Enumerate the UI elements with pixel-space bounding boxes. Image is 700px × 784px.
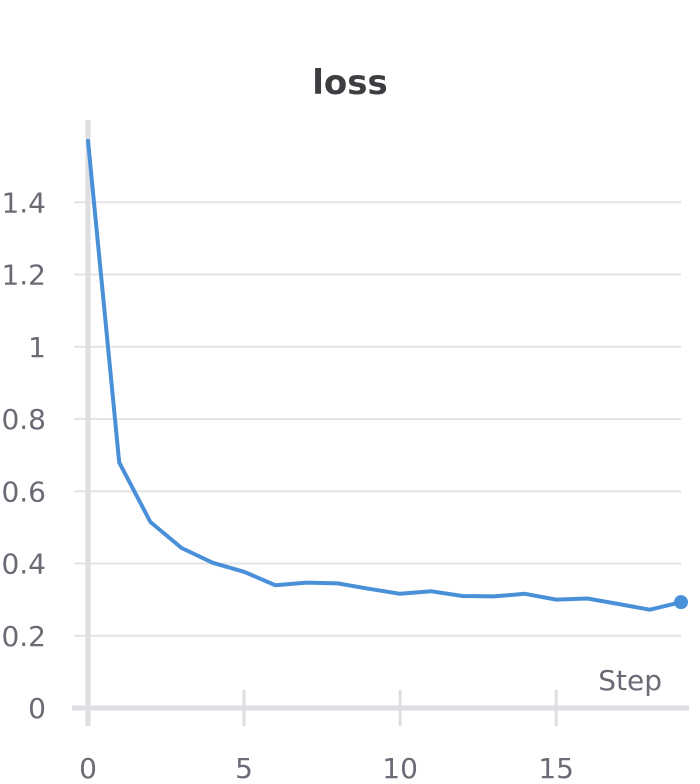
last-point-marker xyxy=(674,595,688,610)
x-axis-label: Step xyxy=(598,664,662,697)
grid-lines xyxy=(74,201,681,637)
y-tick-label: 0.4 xyxy=(1,548,46,581)
y-tick-label: 1 xyxy=(28,331,46,364)
chart-title: loss xyxy=(312,63,388,103)
y-tick-label: 0 xyxy=(28,692,46,725)
y-tick-label: 1.4 xyxy=(1,186,46,219)
x-tick-label: 5 xyxy=(235,752,253,784)
y-tick-label: 1.2 xyxy=(1,259,46,292)
tick-labels: 0 0.2 0.4 0.6 0.8 1 1.2 1.4 0 5 10 15 xyxy=(1,186,574,784)
y-tick-label: 0.8 xyxy=(1,403,46,436)
loss-series-line xyxy=(86,138,683,612)
series-layer xyxy=(86,138,688,612)
x-tick-label: 15 xyxy=(538,752,574,784)
x-tick-label: 10 xyxy=(382,752,418,784)
y-tick-label: 0.2 xyxy=(1,620,46,653)
x-tick-label: 0 xyxy=(79,752,97,784)
y-tick-label: 0.6 xyxy=(1,475,46,508)
axes xyxy=(72,120,689,726)
